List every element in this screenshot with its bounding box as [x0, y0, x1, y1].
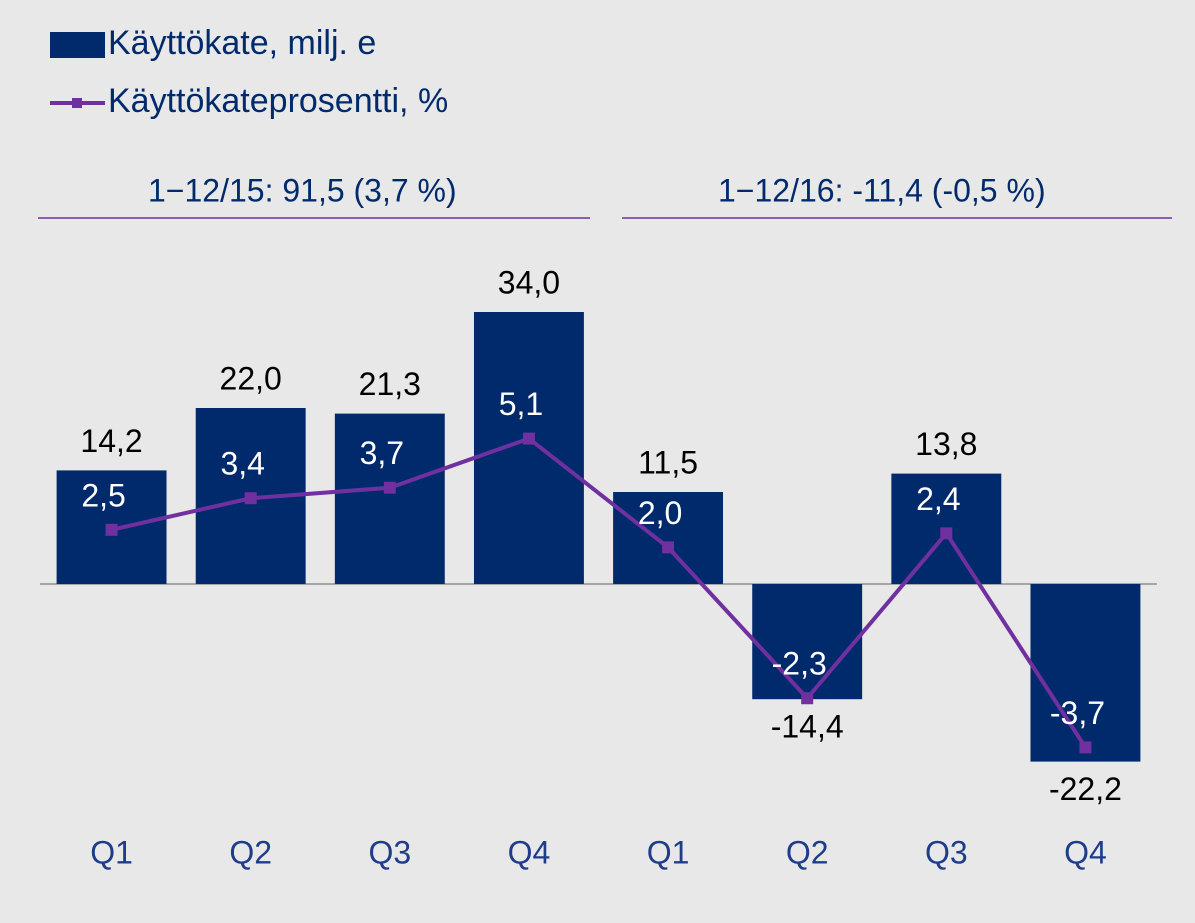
- bar: [1030, 584, 1141, 762]
- data-label: -22,2: [1049, 771, 1122, 807]
- data-label: -3,7: [1050, 695, 1105, 731]
- bar: [613, 492, 724, 584]
- line-marker: [662, 541, 675, 554]
- legend-label: Käyttökateprosentti, %: [108, 82, 448, 120]
- legend-swatch: [50, 32, 105, 58]
- x-tick-label: Q1: [90, 834, 133, 870]
- data-label: 21,3: [359, 366, 421, 402]
- data-label: 2,0: [638, 495, 682, 531]
- bar: [473, 312, 584, 584]
- bar: [752, 584, 863, 700]
- x-tick-label: Q2: [229, 834, 272, 870]
- line-marker: [383, 481, 396, 494]
- line-marker: [105, 523, 118, 536]
- x-tick-label: Q3: [925, 834, 968, 870]
- data-label: 34,0: [498, 264, 560, 300]
- data-label: 11,5: [638, 444, 698, 480]
- data-label: 3,7: [360, 435, 404, 471]
- x-tick-label: Q3: [368, 834, 411, 870]
- data-label: 3,4: [220, 446, 264, 482]
- legend-label: Käyttökate, milj. e: [108, 24, 376, 62]
- x-tick-label: Q4: [1064, 834, 1107, 870]
- data-label: 22,0: [220, 360, 282, 396]
- annotation: 1−12/15: 91,5 (3,7 %): [148, 172, 457, 208]
- line-marker: [244, 492, 257, 505]
- x-tick-label: Q2: [786, 834, 829, 870]
- legend-swatch: [72, 98, 82, 108]
- data-label: 5,1: [499, 386, 543, 422]
- data-label: 13,8: [915, 426, 977, 462]
- bar: [334, 413, 445, 584]
- annotation: 1−12/16: -11,4 (-0,5 %): [718, 172, 1046, 208]
- x-tick-label: Q4: [508, 834, 551, 870]
- data-label: -14,4: [771, 709, 844, 745]
- line-marker: [801, 692, 814, 705]
- x-tick-label: Q1: [647, 834, 690, 870]
- line: [111, 436, 1088, 749]
- line-marker: [522, 432, 535, 445]
- data-label: 2,5: [81, 477, 125, 513]
- data-label: -2,3: [772, 646, 827, 682]
- line-marker: [940, 527, 953, 540]
- data-label: 14,2: [80, 423, 142, 459]
- data-label: 2,4: [916, 481, 960, 517]
- line-marker: [1079, 741, 1092, 754]
